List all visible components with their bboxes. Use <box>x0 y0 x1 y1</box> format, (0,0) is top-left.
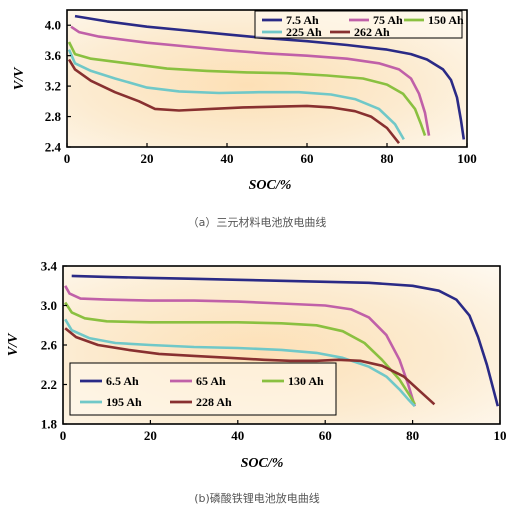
chart-a-y-tick-label: 3.6 <box>45 48 62 63</box>
chart-b-x-ticks: 0 20 40 60 80 10 <box>60 420 507 443</box>
chart-b-y-tick-label: 2.2 <box>41 377 57 392</box>
chart-a-x-tick-label: 40 <box>221 151 234 166</box>
chart-a-caption: （a）三元材料电池放电曲线 <box>188 215 327 229</box>
chart-a-legend-label-4: 225 Ah <box>286 25 322 39</box>
chart-b-series-line-3 <box>64 301 416 405</box>
chart-a-xlabel: SOC/% <box>249 178 292 193</box>
chart-b-y-tick-label: 2.6 <box>41 338 58 353</box>
chart-a-legend-label-1: 7.5 Ah <box>286 13 319 27</box>
chart-b: 0 20 40 60 80 10 1.8 2.2 2.6 3.0 3.4 6.5 Ah 65 Ah 1… <box>6 259 507 506</box>
chart-b-legend-label-4: 195 Ah <box>106 395 142 409</box>
chart-b-ylabel: V/V <box>6 332 21 356</box>
chart-a: 0 20 40 60 80 100 2.4 2.8 3.2 3.6 4.0 7.5 Ah 75 Ah… <box>12 9 477 229</box>
chart-b-series-line-1 <box>71 274 500 407</box>
chart-a-series-line-5 <box>67 58 401 145</box>
chart-b-series <box>64 274 500 408</box>
chart-b-x-tick-label: 0 <box>60 428 67 443</box>
chart-b-legend-label-1: 6.5 Ah <box>106 374 139 388</box>
chart-b-series-line-5 <box>64 327 436 406</box>
chart-a-y-ticks: 2.4 2.8 3.2 3.6 4.0 <box>45 18 71 155</box>
chart-a-legend-label-5: 262 Ah <box>354 25 390 39</box>
chart-a-legend-label-2: 75 Ah <box>373 13 403 27</box>
chart-b-x-tick-label: 20 <box>144 428 157 443</box>
chart-b-series-line-2 <box>64 285 417 407</box>
chart-b-y-tick-label: 3.0 <box>41 298 57 313</box>
chart-a-ylabel: V/V <box>12 66 27 90</box>
chart-b-x-tick-label: 40 <box>231 428 244 443</box>
chart-b-legend: 6.5 Ah 65 Ah 130 Ah 195 Ah 228 Ah <box>69 362 337 416</box>
chart-a-x-tick-label: 20 <box>141 151 154 166</box>
chart-b-x-tick-label: 10 <box>494 428 507 443</box>
chart-b-xlabel: SOC/% <box>241 456 284 471</box>
chart-b-series-line-4 <box>64 318 416 408</box>
chart-a-series <box>67 14 466 145</box>
chart-a-x-tick-label: 80 <box>381 151 394 166</box>
chart-b-caption: (b)磷酸铁锂电池放电曲线 <box>194 491 320 505</box>
chart-b-y-ticks: 1.8 2.2 2.6 3.0 3.4 <box>41 259 67 432</box>
chart-a-legend-box <box>254 10 463 39</box>
chart-a-series-line-4 <box>67 49 405 141</box>
chart-b-legend-label-2: 65 Ah <box>196 374 226 388</box>
chart-a-y-tick-label: 2.4 <box>45 140 62 155</box>
chart-a-series-line-3 <box>67 41 427 137</box>
chart-a-y-tick-label: 2.8 <box>45 109 62 124</box>
chart-a-legend: 7.5 Ah 75 Ah 150 Ah 225 Ah 262 Ah <box>254 10 464 39</box>
chart-b-legend-label-5: 228 Ah <box>196 395 232 409</box>
chart-b-x-tick-label: 60 <box>319 428 332 443</box>
chart-b-y-tick-label: 1.8 <box>41 417 58 432</box>
chart-a-x-ticks: 0 20 40 60 80 100 <box>64 143 477 166</box>
chart-a-x-tick-label: 0 <box>64 151 71 166</box>
chart-a-series-line-1 <box>74 14 466 140</box>
chart-b-legend-label-3: 130 Ah <box>288 374 324 388</box>
chart-a-y-tick-label: 4.0 <box>45 18 61 33</box>
chart-a-frame <box>66 9 468 148</box>
chart-a-series-line-2 <box>70 25 431 136</box>
chart-a-x-tick-label: 60 <box>301 151 314 166</box>
chart-b-y-tick-label: 3.4 <box>41 259 58 274</box>
chart-a-legend-label-3: 150 Ah <box>428 13 464 27</box>
chart-a-x-tick-label: 100 <box>457 151 477 166</box>
chart-b-x-tick-label: 80 <box>406 428 419 443</box>
chart-a-y-tick-label: 3.2 <box>45 79 61 94</box>
chart-b-legend-box <box>69 362 337 416</box>
